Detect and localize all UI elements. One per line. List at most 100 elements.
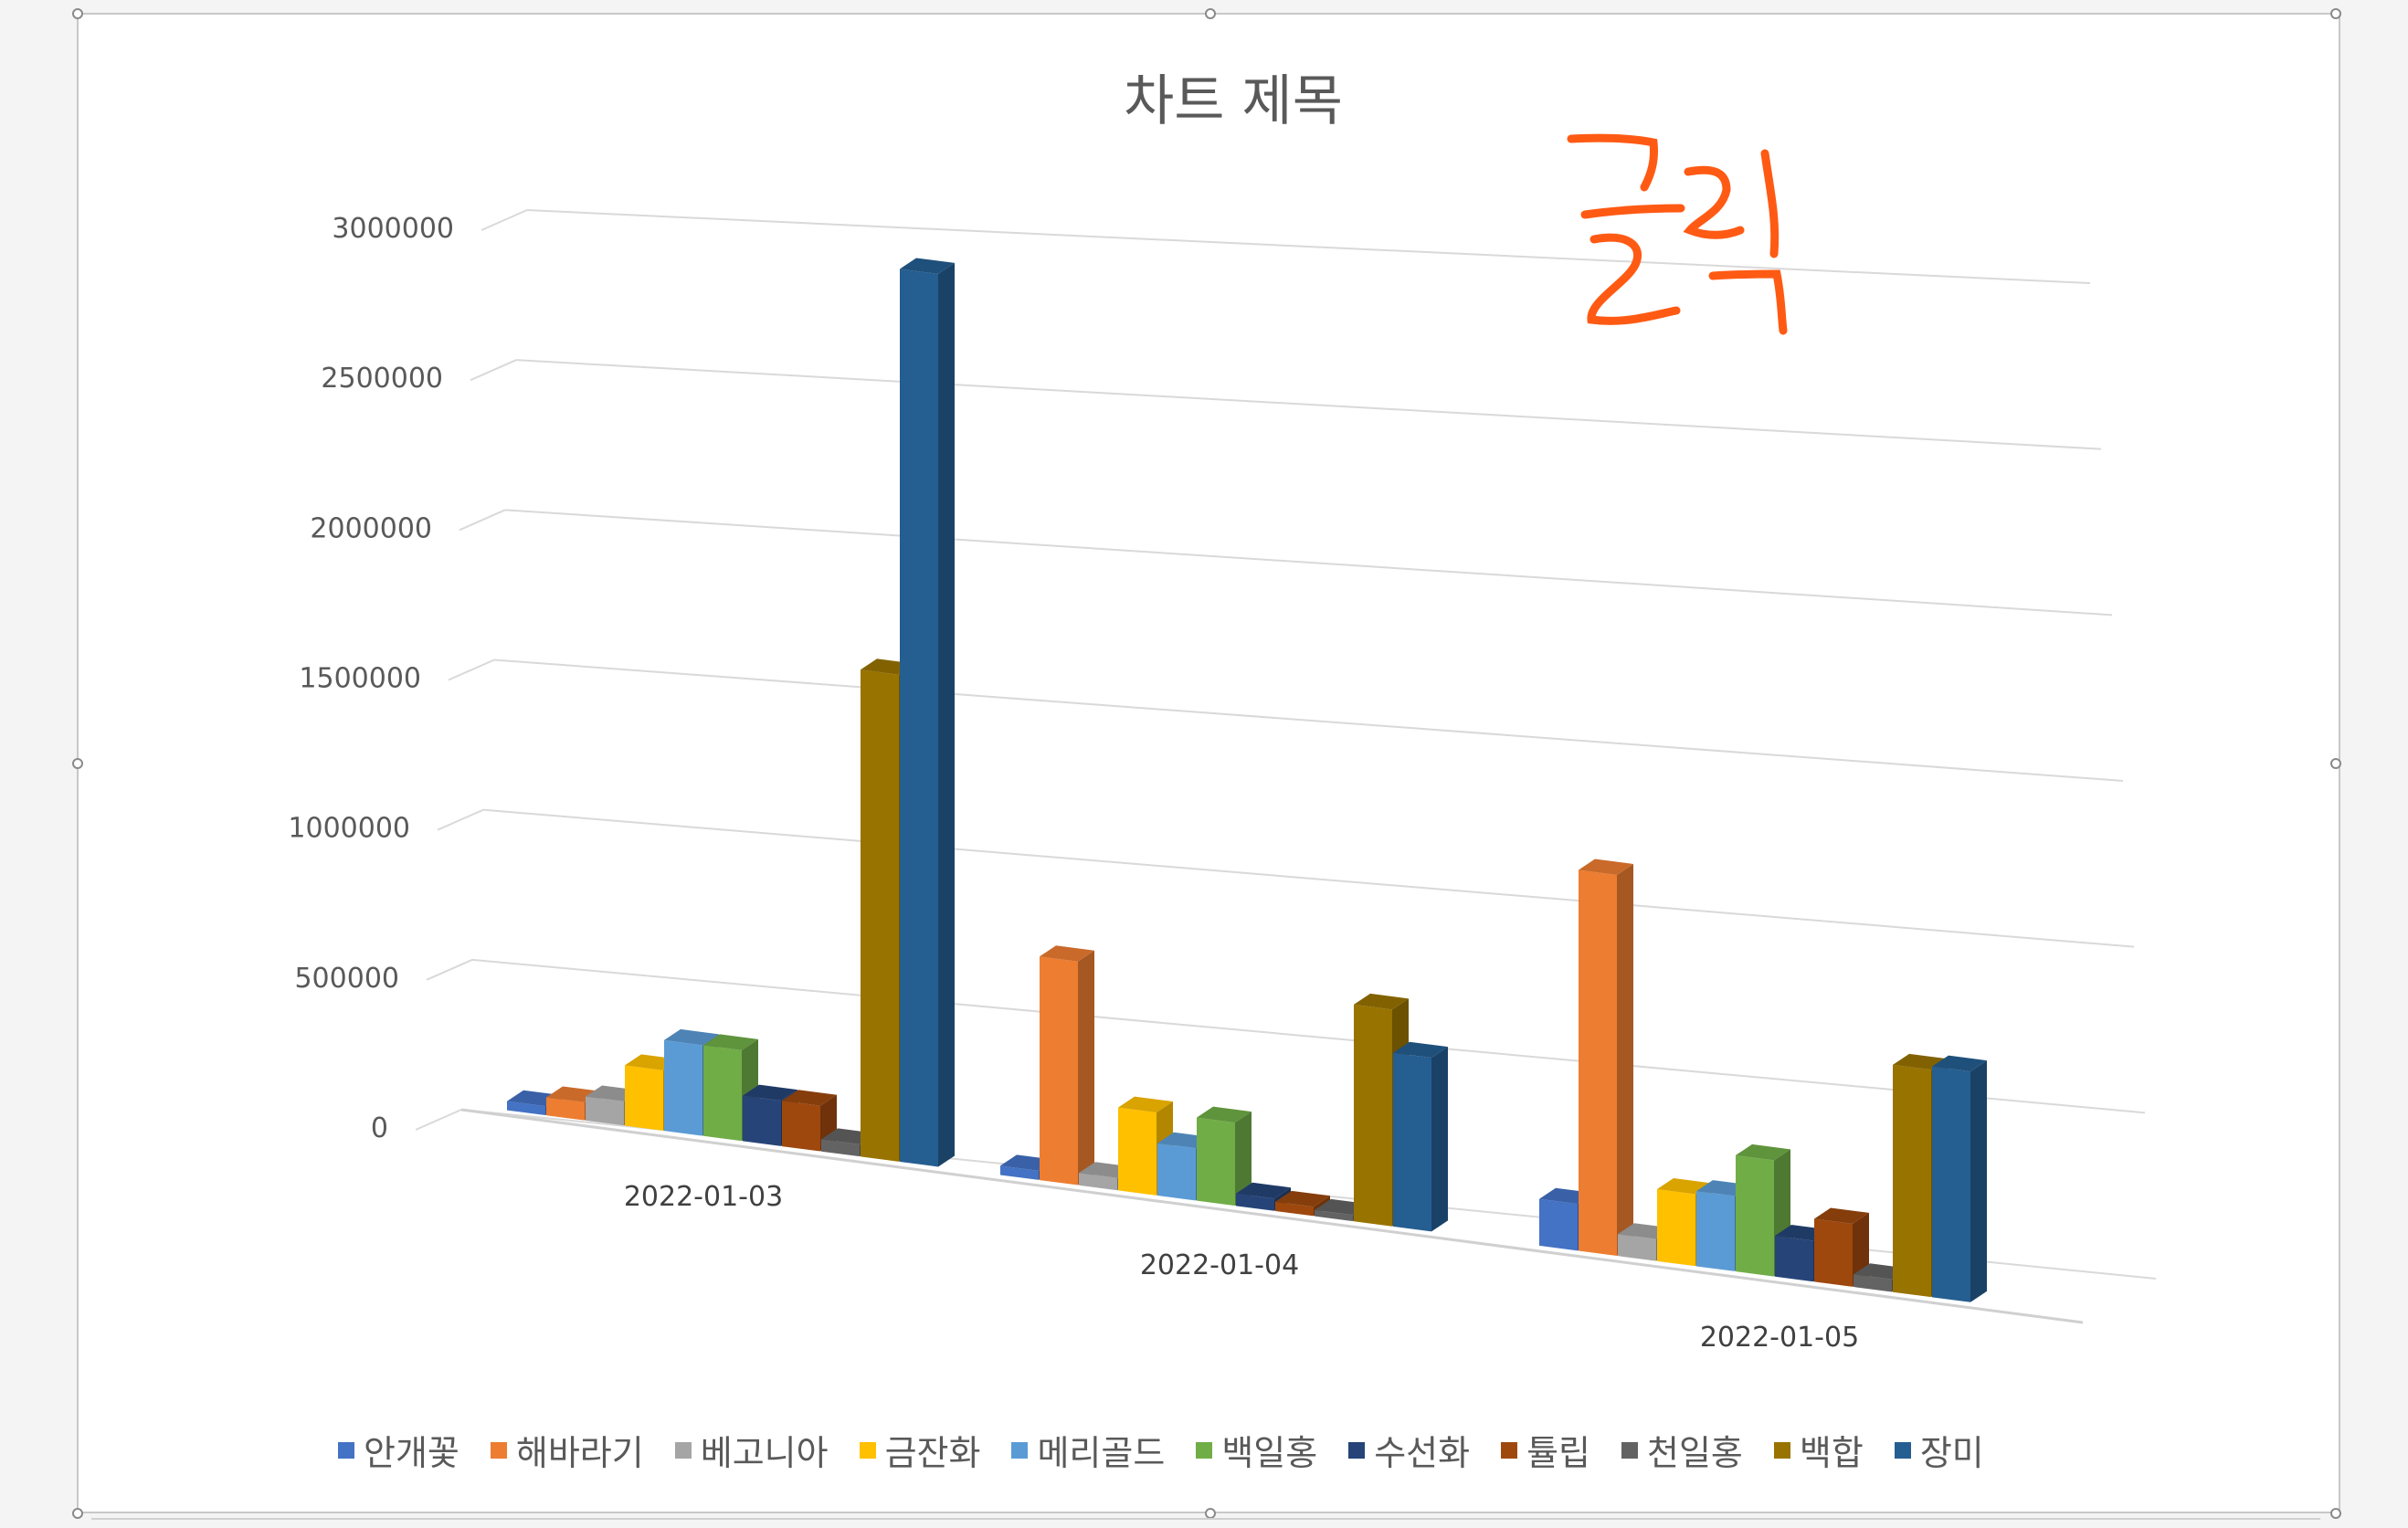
- bar-front: [1000, 1165, 1039, 1180]
- resize-handle-bottom-right[interactable]: [2330, 1508, 2341, 1519]
- legend-item[interactable]: 백합: [1773, 1425, 1864, 1475]
- bar-front: [1197, 1117, 1235, 1207]
- y-tick-label: 1000000: [288, 813, 410, 845]
- bar-front: [782, 1101, 820, 1152]
- legend-swatch: [674, 1441, 692, 1459]
- bar-top: [1197, 1106, 1252, 1123]
- bar-front: [625, 1065, 663, 1131]
- bar-top: [1579, 859, 1633, 875]
- legend-label: 천일홍: [1647, 1433, 1743, 1473]
- legend-item[interactable]: 백일홍: [1196, 1425, 1317, 1475]
- y-tick-label: 0: [371, 1112, 388, 1144]
- gridline: [459, 509, 506, 532]
- legend-label: 안개꽃: [364, 1433, 459, 1473]
- bar[interactable]: [900, 258, 955, 1167]
- floor-edge: [460, 1108, 2084, 1324]
- bar-top: [782, 1090, 837, 1106]
- legend-item[interactable]: 튤립: [1501, 1425, 1590, 1475]
- legend-item[interactable]: 안개꽃: [338, 1425, 459, 1475]
- x-category-label: 2022-01-04: [1140, 1249, 1299, 1281]
- y-tick-label: 3000000: [332, 213, 454, 245]
- y-tick-label: 500000: [294, 963, 399, 995]
- resize-handle-middle-right[interactable]: [2330, 758, 2341, 769]
- bar[interactable]: [1236, 1182, 1291, 1211]
- resize-handle-bottom-left[interactable]: [72, 1508, 83, 1519]
- bar-front: [1354, 1004, 1392, 1227]
- legend-swatch: [1348, 1441, 1366, 1459]
- legend-swatch: [1773, 1441, 1790, 1459]
- legend-label: 해바라기: [515, 1433, 644, 1473]
- bar[interactable]: [1932, 1055, 1987, 1302]
- x-category-label: 2022-01-05: [1700, 1322, 1859, 1354]
- bar-front: [900, 269, 938, 1167]
- legend-item[interactable]: 천일홍: [1621, 1425, 1743, 1475]
- bar-front: [1854, 1274, 1892, 1292]
- bar[interactable]: [1393, 1041, 1448, 1232]
- bar-top: [1040, 945, 1094, 962]
- bars[interactable]: [507, 258, 1987, 1302]
- legend-swatch: [1501, 1441, 1518, 1459]
- bar-top: [1118, 1096, 1173, 1113]
- chart-title[interactable]: 차트 제목: [1124, 69, 1343, 133]
- resize-handle-middle-left[interactable]: [72, 758, 83, 769]
- bar-front: [1275, 1201, 1314, 1217]
- bar-top: [1736, 1143, 1790, 1161]
- bar-front: [861, 669, 899, 1162]
- legend-swatch: [1011, 1441, 1029, 1459]
- gridline: [470, 359, 517, 382]
- bar[interactable]: [1197, 1106, 1252, 1207]
- bar[interactable]: [782, 1090, 837, 1152]
- bar[interactable]: [1579, 859, 1633, 1257]
- resize-handle-top-center[interactable]: [1205, 8, 1216, 19]
- gridline: [481, 209, 528, 231]
- bar-front: [1893, 1064, 1931, 1298]
- bar[interactable]: [1814, 1207, 1869, 1287]
- bar-top: [1393, 1041, 1448, 1059]
- bar-front: [507, 1101, 545, 1116]
- handwritten-annotation: 클릭: [1567, 133, 1788, 335]
- bar-front: [1236, 1193, 1274, 1211]
- annotation-stroke: [1580, 204, 1685, 219]
- bar-front: [546, 1097, 585, 1121]
- annotation-stroke: [1567, 133, 1658, 192]
- bar-front: [1157, 1143, 1196, 1201]
- legend[interactable]: 안개꽃 해바라기 베고니아 금잔화 메리골드 백일홍 수선화 튤립 천일홍 백합 장미: [338, 1425, 2165, 1475]
- slide-bottom-edge: [91, 1518, 2320, 1527]
- legend-swatch: [1196, 1441, 1213, 1459]
- y-tick-label: 2500000: [321, 363, 443, 395]
- legend-swatch: [859, 1441, 876, 1459]
- resize-handle-top-left[interactable]: [72, 8, 83, 19]
- bar-front: [1814, 1218, 1853, 1287]
- legend-item[interactable]: 장미: [1894, 1425, 1984, 1475]
- y-tick-label: 2000000: [310, 512, 432, 544]
- gridline: [415, 1109, 462, 1131]
- legend-label: 베고니아: [700, 1433, 829, 1473]
- bar-front: [1118, 1107, 1156, 1196]
- gridline: [426, 958, 473, 981]
- bar-front: [1736, 1154, 1774, 1277]
- x-axis-categories: 2022-01-03 2022-01-04 2022-01-05: [624, 1181, 1859, 1354]
- legend-swatch: [1894, 1441, 1911, 1459]
- legend-item[interactable]: 해바라기: [490, 1425, 644, 1475]
- bar-front: [1696, 1191, 1735, 1271]
- legend-label: 튤립: [1526, 1433, 1591, 1473]
- bar-front: [586, 1096, 624, 1126]
- resize-handle-top-right[interactable]: [2330, 8, 2341, 19]
- legend-item[interactable]: 메리골드: [1011, 1425, 1165, 1475]
- bar-top: [1932, 1055, 1987, 1072]
- legend-item[interactable]: 베고니아: [674, 1425, 829, 1475]
- bar[interactable]: [1040, 945, 1094, 1186]
- bar-front: [1315, 1209, 1353, 1222]
- bar-front: [1539, 1198, 1578, 1251]
- bar-front: [1579, 869, 1617, 1257]
- legend-label: 백일홍: [1221, 1433, 1318, 1473]
- bar-front: [743, 1095, 781, 1146]
- gridline: [504, 509, 2113, 616]
- legend-item[interactable]: 수선화: [1348, 1425, 1470, 1475]
- legend-item[interactable]: 금잔화: [859, 1425, 980, 1475]
- bar-top: [664, 1028, 719, 1046]
- legend-label: 장미: [1919, 1433, 1984, 1473]
- bar-front: [1393, 1052, 1431, 1232]
- gridline: [526, 209, 2091, 284]
